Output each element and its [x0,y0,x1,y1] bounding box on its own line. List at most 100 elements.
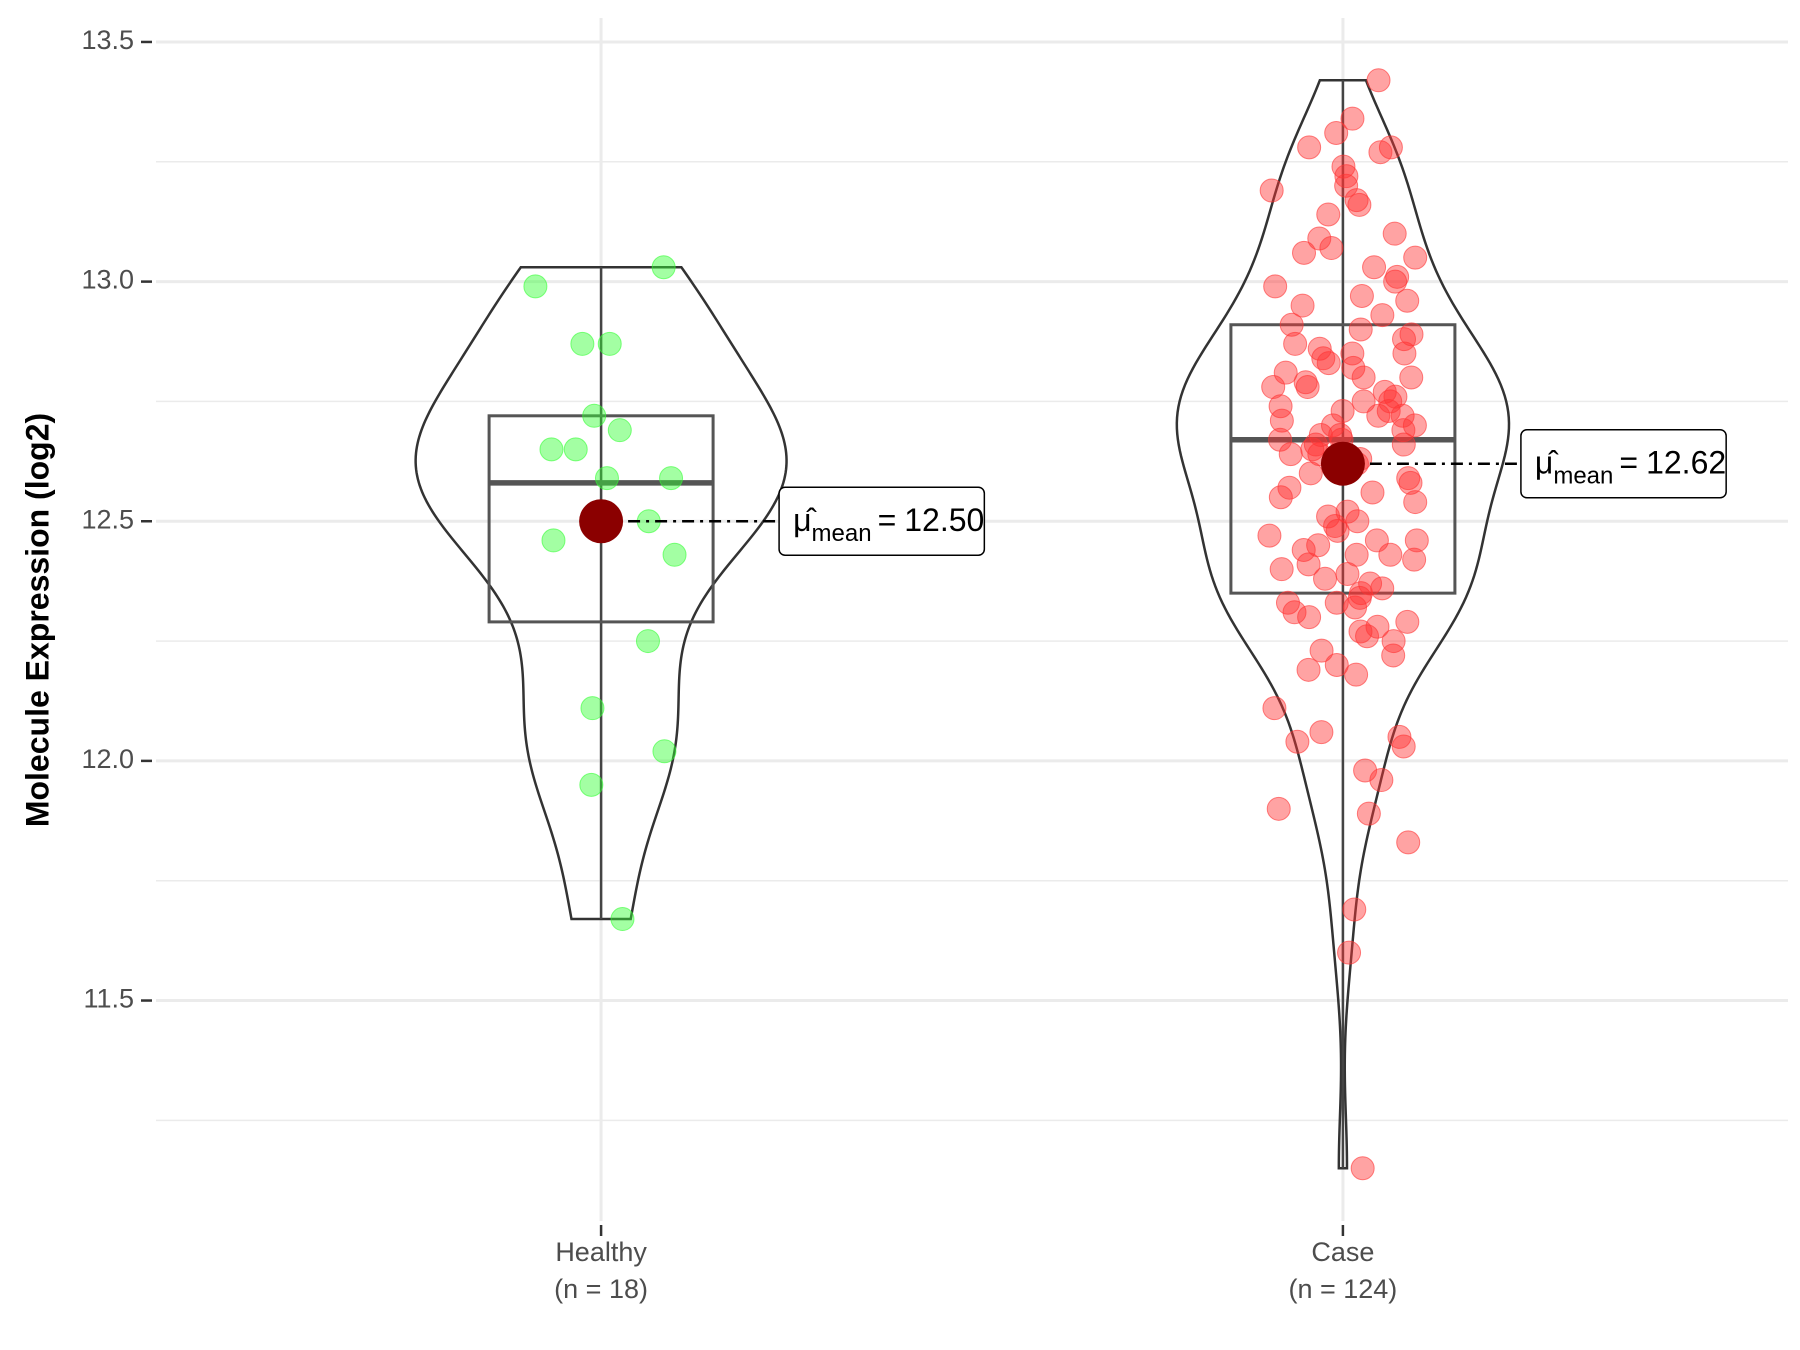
data-point [1351,365,1376,390]
data-point [1257,523,1282,548]
data-point [1383,269,1408,294]
mean-value: 12.62 [1646,445,1726,481]
data-point [1324,121,1349,146]
data-point [1273,360,1298,385]
data-point [1309,638,1334,663]
data-point [652,739,677,764]
data-point [1395,609,1420,634]
data-point [594,466,619,491]
data-point [1307,336,1332,361]
data-point [1391,432,1416,457]
data-point [1340,106,1365,131]
violin [414,265,788,921]
data-point [1335,499,1360,524]
data-point [1390,403,1415,428]
data-point [1344,188,1369,213]
mean-value: 12.50 [904,503,984,539]
data-point [1355,624,1380,649]
data-point [1341,355,1366,380]
data-point [1404,528,1429,553]
data-point [1398,470,1423,495]
mean-label-box [1520,428,1727,499]
data-point [1331,154,1356,179]
data-point [1403,490,1428,515]
data-point [1369,768,1394,793]
data-point [1296,657,1321,682]
data-point [610,907,635,932]
data-point [1319,236,1344,261]
data-point [1399,322,1424,347]
data-point [1290,293,1315,318]
data-point [1324,653,1349,678]
x-tick-count: (n = 124) [1288,1274,1397,1304]
data-point [1368,140,1393,165]
data-point [1347,192,1372,217]
data-point [1399,365,1424,390]
y-axis-title: Molecule Expression (log2) [19,413,55,827]
data-point [1261,375,1286,400]
x-tick-label: Healthy [555,1237,647,1267]
data-point [1342,897,1367,922]
data-point [659,466,684,491]
mean-equals: = [878,503,897,539]
data-point [1348,317,1373,342]
data-point [1278,442,1303,467]
data-point [1279,312,1304,337]
data-point [607,418,632,443]
data-point [1402,547,1427,572]
mean-label: μ̂mean = 12.50 [793,503,984,548]
data-point [1285,729,1310,754]
data-point [1382,221,1407,246]
data-point [1378,542,1403,567]
data-point [541,528,566,553]
data-point [523,274,548,299]
data-point [1296,552,1321,577]
mean-label-box [778,486,986,556]
data-point [1383,384,1408,409]
data-point [1268,485,1293,510]
data-point [1392,327,1417,352]
data-point [1297,605,1322,630]
data-point [1325,518,1350,543]
data-point [1366,403,1391,428]
data-point [1381,643,1406,668]
data-point [1362,255,1387,280]
data-point [1351,389,1376,414]
data-point [635,629,660,654]
data-point [1395,288,1420,313]
mean-subscript: mean [1553,463,1613,490]
y-tick-label: 11.5 [83,984,134,1014]
data-point [1309,720,1334,745]
data-point [1291,538,1316,563]
data-point [1366,68,1391,93]
data-point [1306,533,1331,558]
data-point [1370,303,1395,328]
data-point [1313,566,1338,591]
data-point [1402,413,1427,438]
data-point [1323,514,1348,539]
data-point [1269,408,1294,433]
data-point [1295,375,1320,400]
mean-point [1320,441,1365,486]
data-point [579,772,604,797]
data-point [1343,595,1368,620]
data-point [1297,135,1322,160]
data-point [1340,341,1365,366]
data-point [1344,662,1369,687]
data-point [1358,571,1383,596]
box [487,414,715,624]
data-point [1298,461,1323,486]
data-point [1381,629,1406,654]
data-point [1392,341,1417,366]
mean-equals: = [1619,445,1638,481]
data-point [1334,173,1359,198]
data-point [1259,178,1284,203]
data-point [1378,389,1403,414]
data-point [1350,1156,1375,1181]
data-point [1391,418,1416,443]
x-tick-count: (n = 18) [554,1274,648,1304]
data-point [1266,796,1291,821]
data-point [1283,331,1308,356]
data-point [1277,475,1302,500]
